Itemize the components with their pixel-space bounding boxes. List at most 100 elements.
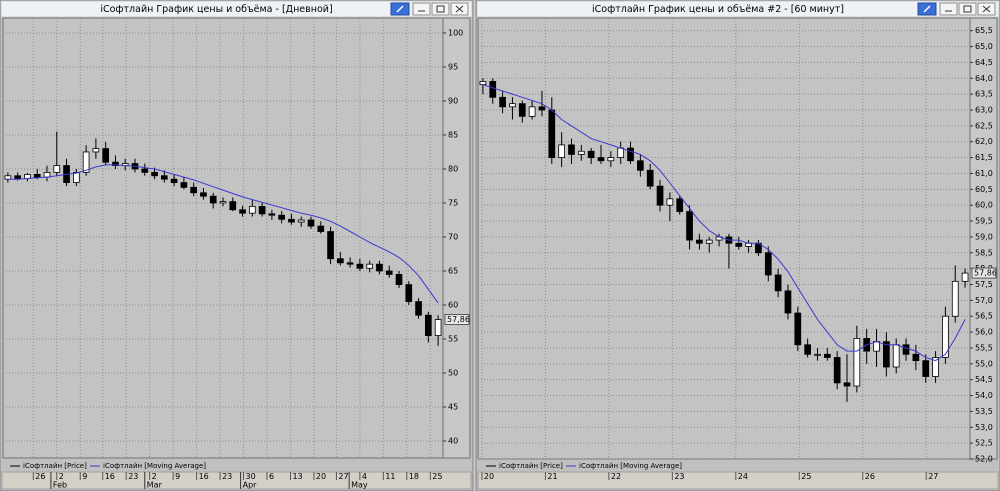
y-tick-label: 54,5 — [975, 375, 993, 384]
candle-body — [686, 211, 693, 241]
x-tick-label: 23 — [222, 472, 232, 481]
maximize-button[interactable] — [431, 2, 450, 16]
x-tick-label: 16 — [105, 472, 115, 481]
legend-label: iСофтлайн [Price] — [499, 462, 563, 470]
candle-body — [434, 319, 442, 336]
candle-body — [892, 344, 900, 368]
candle-body — [297, 219, 305, 223]
candle-body — [219, 201, 227, 204]
candle-body — [268, 213, 276, 216]
y-axis-panel — [969, 17, 998, 460]
month-label: Mar — [147, 481, 163, 490]
candle-body — [794, 312, 802, 346]
candle-body — [607, 157, 615, 162]
candle-body — [705, 239, 713, 244]
y-tick-label: 56,5 — [975, 312, 993, 321]
y-tick-label: 75 — [448, 198, 458, 207]
candle-body — [112, 161, 119, 166]
y-tick-label: 59,0 — [975, 232, 993, 241]
y-axis-panel — [442, 17, 471, 459]
x-tick-label: 21 — [547, 472, 557, 481]
last-price-label: 57,86 — [974, 269, 997, 278]
candle-body — [395, 273, 403, 285]
candle-body — [912, 353, 920, 362]
candle-body — [489, 81, 497, 98]
candle-body — [804, 344, 811, 355]
last-price-box — [971, 267, 997, 279]
candle-body — [141, 168, 149, 173]
x-tick-label: 2 — [152, 472, 157, 481]
y-tick-label: 61,0 — [975, 169, 993, 178]
minimize-button[interactable] — [939, 2, 958, 16]
maximize-button[interactable] — [958, 2, 977, 16]
candle-body — [676, 198, 684, 212]
legend-label: iСофтлайн [Moving Average] — [103, 462, 206, 470]
y-tick-label: 55,5 — [975, 343, 993, 352]
candle-body — [180, 182, 188, 188]
window-title: iСофтлайн График цены и объёма #2 - [60 … — [592, 4, 844, 15]
candle-body — [317, 225, 325, 232]
y-tick-label: 65,0 — [975, 42, 993, 51]
y-tick-label: 64,0 — [975, 74, 993, 83]
x-tick-label: 25 — [432, 472, 442, 481]
candle-body — [4, 175, 12, 180]
candle-body — [229, 201, 237, 211]
y-tick-label: 62,5 — [975, 121, 993, 130]
candle-body — [922, 360, 930, 377]
candle-body — [376, 263, 383, 272]
candle-body — [33, 174, 41, 178]
y-tick-label: 40 — [448, 436, 458, 445]
candle-body — [258, 205, 266, 215]
y-tick-label: 53,0 — [975, 423, 993, 432]
candle-body — [902, 344, 910, 355]
candle-body — [814, 353, 821, 356]
y-tick-label: 60,0 — [975, 201, 993, 210]
x-tick-label: 30 — [246, 472, 256, 481]
candle-body — [499, 96, 506, 108]
candle-body — [346, 262, 354, 265]
y-tick-label: 65,5 — [975, 26, 993, 35]
candle-body — [248, 205, 256, 214]
candle-body — [385, 270, 393, 275]
y-tick-label: 70 — [448, 232, 458, 241]
y-tick-label: 58,5 — [975, 248, 993, 257]
candle-body — [509, 103, 516, 108]
y-tick-label: 64,5 — [975, 58, 993, 67]
pin-icon — [923, 5, 931, 13]
y-tick-label: 80 — [448, 164, 458, 173]
x-tick-label: 4 — [362, 472, 367, 481]
y-tick-label: 57,0 — [975, 296, 993, 305]
candle-body — [951, 280, 959, 317]
y-tick-label: 55,0 — [975, 359, 993, 368]
candle-body — [336, 258, 344, 264]
candle-body — [548, 109, 556, 158]
moving-average-line — [482, 84, 966, 362]
candle-body — [597, 157, 605, 162]
x-tick-label: 26 — [865, 472, 875, 481]
y-tick-label: 52,5 — [975, 439, 993, 448]
x-tick-label: 27 — [338, 472, 348, 481]
candle-body — [518, 103, 526, 117]
candle-body — [646, 169, 654, 187]
candle-body — [932, 357, 939, 377]
x-tick-label: 11 — [385, 472, 395, 481]
y-tick-label: 60,5 — [975, 185, 993, 194]
candle-body — [424, 314, 432, 336]
candle-body — [774, 274, 782, 292]
x-tick-label: 2 — [59, 472, 64, 481]
y-tick-label: 100 — [448, 28, 463, 37]
legend-label: iСофтлайн [Price] — [23, 462, 87, 470]
candle-body — [73, 171, 80, 183]
x-tick-label: 24 — [738, 472, 748, 481]
candle-body — [160, 175, 168, 180]
y-tick-label: 95 — [448, 62, 458, 71]
pin-icon — [396, 5, 404, 13]
x-tick-label: 20 — [484, 472, 494, 481]
candle-body — [356, 263, 364, 269]
minimize-button[interactable] — [412, 2, 431, 16]
y-tick-label: 53,5 — [975, 407, 993, 416]
y-tick-label: 55 — [448, 334, 458, 343]
y-tick-label: 85 — [448, 130, 458, 139]
candle-body — [558, 144, 565, 158]
y-tick-label: 54,0 — [975, 391, 993, 400]
